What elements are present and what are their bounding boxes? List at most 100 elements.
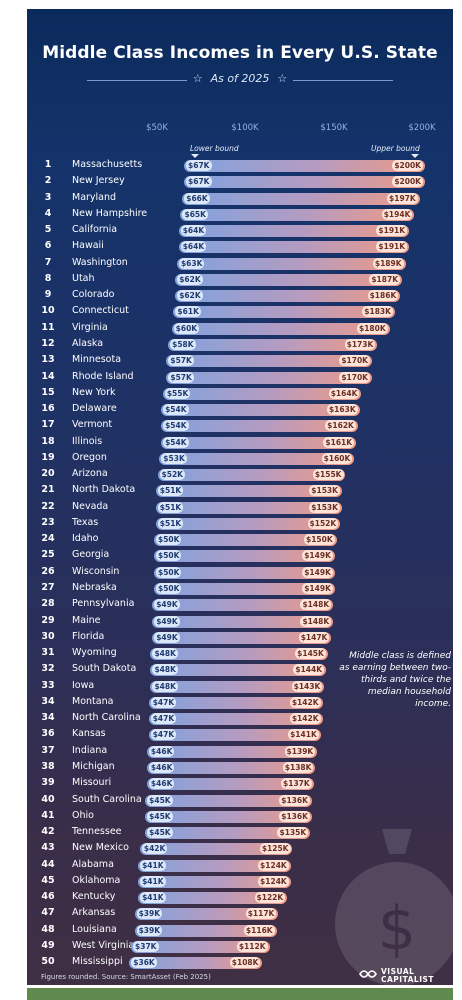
income-range-bar <box>155 517 341 530</box>
chart-row: 5 California $64K $191K <box>27 223 453 239</box>
state-label: Colorado <box>72 289 115 301</box>
subtitle-text: As of 2025 <box>210 72 270 85</box>
state-label: South Carolina <box>72 793 142 805</box>
upper-bound-value: $142K <box>289 696 321 708</box>
lower-bound-value: $62K <box>177 273 203 285</box>
lower-bound-value: $41K <box>140 875 166 887</box>
upper-bound-value: $161K <box>323 436 355 448</box>
upper-bound-value: $153K <box>309 501 340 513</box>
upper-bound-value: $122K <box>254 892 286 904</box>
lower-bound-value: $39K <box>136 924 163 936</box>
state-label: Montana <box>72 695 114 707</box>
income-range-bar <box>157 469 346 482</box>
income-range-bar <box>176 257 406 270</box>
rank-label: 48 <box>41 923 55 935</box>
rank-label: 30 <box>41 630 55 642</box>
upper-bound-value: $162K <box>325 420 356 432</box>
upper-bound-value: $186K <box>367 290 399 302</box>
rank-label: 8 <box>44 272 52 284</box>
rank-label: 46 <box>41 891 55 903</box>
lower-bound-value: $49K <box>154 615 180 627</box>
state-label: Connecticut <box>72 305 129 317</box>
upper-bound-value: $145K <box>295 648 326 660</box>
state-label: North Dakota <box>72 484 136 496</box>
chart-row: 37 Indiana $46K $139K <box>27 744 453 760</box>
star-icon: ☆ <box>277 72 288 85</box>
upper-bound-value: $148K <box>300 599 332 611</box>
money-bag-illustration: $ <box>335 829 453 985</box>
chart-row: 32 South Dakota $48K $144K <box>27 662 453 678</box>
upper-bound-value: $170K <box>339 355 370 367</box>
upper-bound-value: $200K <box>392 160 423 171</box>
rank-label: 29 <box>41 614 55 626</box>
lower-bound-marker-icon <box>191 154 199 158</box>
state-label: Texas <box>72 516 99 528</box>
lower-bound-value: $64K <box>180 241 207 253</box>
state-label: Utah <box>72 272 95 284</box>
chart-row: 45 Oklahoma $41K $124K <box>27 874 453 890</box>
lower-bound-value: $37K <box>133 940 159 952</box>
lower-bound-value: $51K <box>157 485 184 497</box>
lower-bound-value: $46K <box>148 778 175 790</box>
upper-bound-value: $197K <box>387 192 418 204</box>
state-label: Washington <box>72 256 128 268</box>
upper-bound-value: $136K <box>279 794 310 806</box>
state-label: Arizona <box>72 468 108 480</box>
chart-row: 15 New York $55K $164K <box>27 386 453 402</box>
state-label: Idaho <box>72 533 99 545</box>
income-range-bar <box>166 371 372 384</box>
state-label: Maryland <box>72 191 117 203</box>
state-label: Maine <box>72 614 101 626</box>
income-range-bar <box>146 778 314 791</box>
upper-bound-value: $200K <box>392 176 423 188</box>
lower-bound-value: $48K <box>152 664 178 676</box>
chart-row: 22 Nevada $51K $153K <box>27 500 453 516</box>
chart-row: 1 Massachusetts $67K $200K <box>27 158 453 174</box>
upper-bound-value: $142K <box>289 713 321 725</box>
state-label: Virginia <box>72 321 108 333</box>
lower-bound-value: $60K <box>173 322 200 334</box>
upper-bound-value: $187K <box>369 273 401 285</box>
rank-label: 49 <box>41 939 55 951</box>
state-label: New Hampshire <box>72 207 148 219</box>
income-range-bar <box>173 306 395 319</box>
upper-bound-value: $149K <box>302 566 333 578</box>
chart-row: 28 Pennsylvania $49K $148K <box>27 597 453 613</box>
state-label: Delaware <box>72 403 117 415</box>
lower-bound-value: $67K <box>186 176 212 188</box>
upper-bound-value: $191K <box>376 225 408 237</box>
chart-row: 34 North Carolina $47K $142K <box>27 711 453 727</box>
income-range-bar <box>175 290 401 303</box>
income-range-bar <box>139 843 293 856</box>
upper-bound-value: $108K <box>229 957 261 969</box>
chart-row: 38 Michigan $46K $138K <box>27 760 453 776</box>
chart-row: 43 New Mexico $42K $125K <box>27 841 453 857</box>
chart-row: 41 Ohio $45K $136K <box>27 809 453 825</box>
definition-note: Middle class is defined as earning betwe… <box>339 651 451 709</box>
upper-bound-value: $183K <box>362 306 393 318</box>
rank-label: 33 <box>41 679 55 691</box>
rank-label: 10 <box>41 305 55 317</box>
chart-row: 49 West Virginia $37K $112K <box>27 939 453 955</box>
income-range-bar <box>131 940 270 953</box>
income-range-bar <box>134 908 279 921</box>
visual-capitalist-logo-icon <box>359 970 377 978</box>
rank-label: 22 <box>41 500 55 512</box>
state-label: Massachusetts <box>72 159 143 170</box>
upper-bound-value: $164K <box>328 387 360 399</box>
chart-row: 42 Tennessee $45K $135K <box>27 825 453 841</box>
lower-bound-value: $62K <box>177 290 203 302</box>
income-range-bar <box>146 745 318 758</box>
lower-bound-value: $66K <box>184 192 210 204</box>
state-label: Indiana <box>72 744 108 756</box>
state-label: Vermont <box>72 419 113 431</box>
income-range-bar <box>161 404 360 417</box>
rank-label: 19 <box>41 451 55 463</box>
lower-bound-value: $58K <box>170 338 196 350</box>
rank-label: 34 <box>41 695 55 707</box>
chart-row: 25 Georgia $50K $149K <box>27 548 453 564</box>
income-range-bar <box>178 241 410 254</box>
lower-bound-value: $57K <box>168 355 194 367</box>
income-range-bar <box>138 892 288 905</box>
chart-row: 48 Louisiana $39K $116K <box>27 923 453 939</box>
